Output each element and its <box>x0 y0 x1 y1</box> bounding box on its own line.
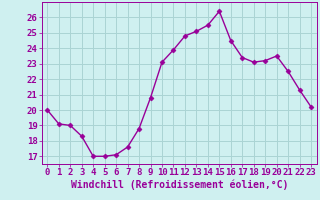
X-axis label: Windchill (Refroidissement éolien,°C): Windchill (Refroidissement éolien,°C) <box>70 180 288 190</box>
